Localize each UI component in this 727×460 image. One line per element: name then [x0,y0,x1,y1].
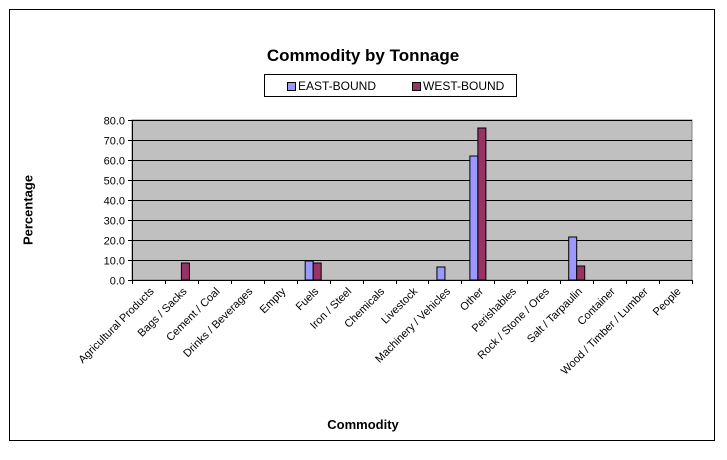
bar-west-bound-10 [477,127,487,281]
bar-east-bound-5 [304,260,314,281]
x-tick-label: Other [458,285,486,313]
y-tick-label: 40.0 [104,196,125,208]
bar-west-bound-13 [576,265,586,281]
legend-swatch-west-bound [412,82,421,91]
y-tick-label: 30.0 [104,216,125,228]
y-tick-label: 50.0 [104,176,125,188]
x-axis-label: Commodity [327,417,399,432]
chart-plot: 0.010.020.030.040.050.060.070.080.0Agric… [76,116,693,377]
bar-east-bound-9 [436,266,446,281]
x-tick-label: People [651,286,684,319]
y-tick-label: 0.0 [110,276,125,288]
y-tick-label: 10.0 [104,256,125,268]
x-tick-label: Fuels [294,285,322,313]
y-tick-label: 20.0 [104,236,125,248]
legend-swatch-east-bound [287,82,296,91]
legend: EAST-BOUND WEST-BOUND [264,74,517,97]
y-tick-label: 70.0 [104,136,125,148]
bar-east-bound-13 [568,236,578,281]
chart-title: Commodity by Tonnage [266,46,460,65]
bar-east-bound-10 [469,155,479,281]
chart-frame: Commodity by Tonnage EAST-BOUND WEST-BOU… [9,9,715,441]
bar-west-bound-1 [180,262,190,281]
legend-label-west-bound: WEST-BOUND [423,79,505,93]
y-tick-label: 80.0 [104,116,125,128]
x-tick-label: Empty [258,285,289,316]
y-tick-label: 60.0 [104,156,125,168]
legend-label-east-bound: EAST-BOUND [298,79,377,93]
bar-west-bound-5 [312,262,322,281]
